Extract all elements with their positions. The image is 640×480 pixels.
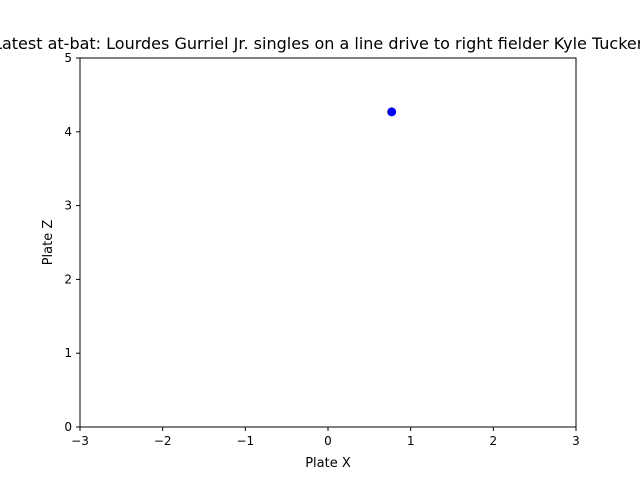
data-points [387,107,397,117]
x-axis-label: Plate X [305,456,351,471]
chart-title: Latest at-bat: Lourdes Gurriel Jr. singl… [0,34,640,53]
x-tick-label: −2 [154,434,172,448]
y-tick-label: 1 [64,346,72,360]
x-tick-label: 0 [324,434,332,448]
x-axis-ticks: −3 −2 −1 0 1 2 3 [71,427,580,448]
plot-area [79,57,577,428]
y-tick-label: 3 [64,199,72,213]
x-tick-label: 1 [407,434,415,448]
y-axis-ticks: 0 1 2 3 4 5 [64,51,80,434]
y-tick-label: 2 [64,272,72,286]
x-tick-label: 3 [572,434,580,448]
y-tick-label: 5 [64,51,72,65]
y-tick-label: 0 [64,420,72,434]
y-tick-label: 4 [64,125,72,139]
pitch-point [387,107,397,117]
x-tick-label: −3 [71,434,89,448]
x-tick-label: −1 [236,434,254,448]
y-axis-label: Plate Z [41,220,56,266]
x-tick-label: 2 [490,434,498,448]
